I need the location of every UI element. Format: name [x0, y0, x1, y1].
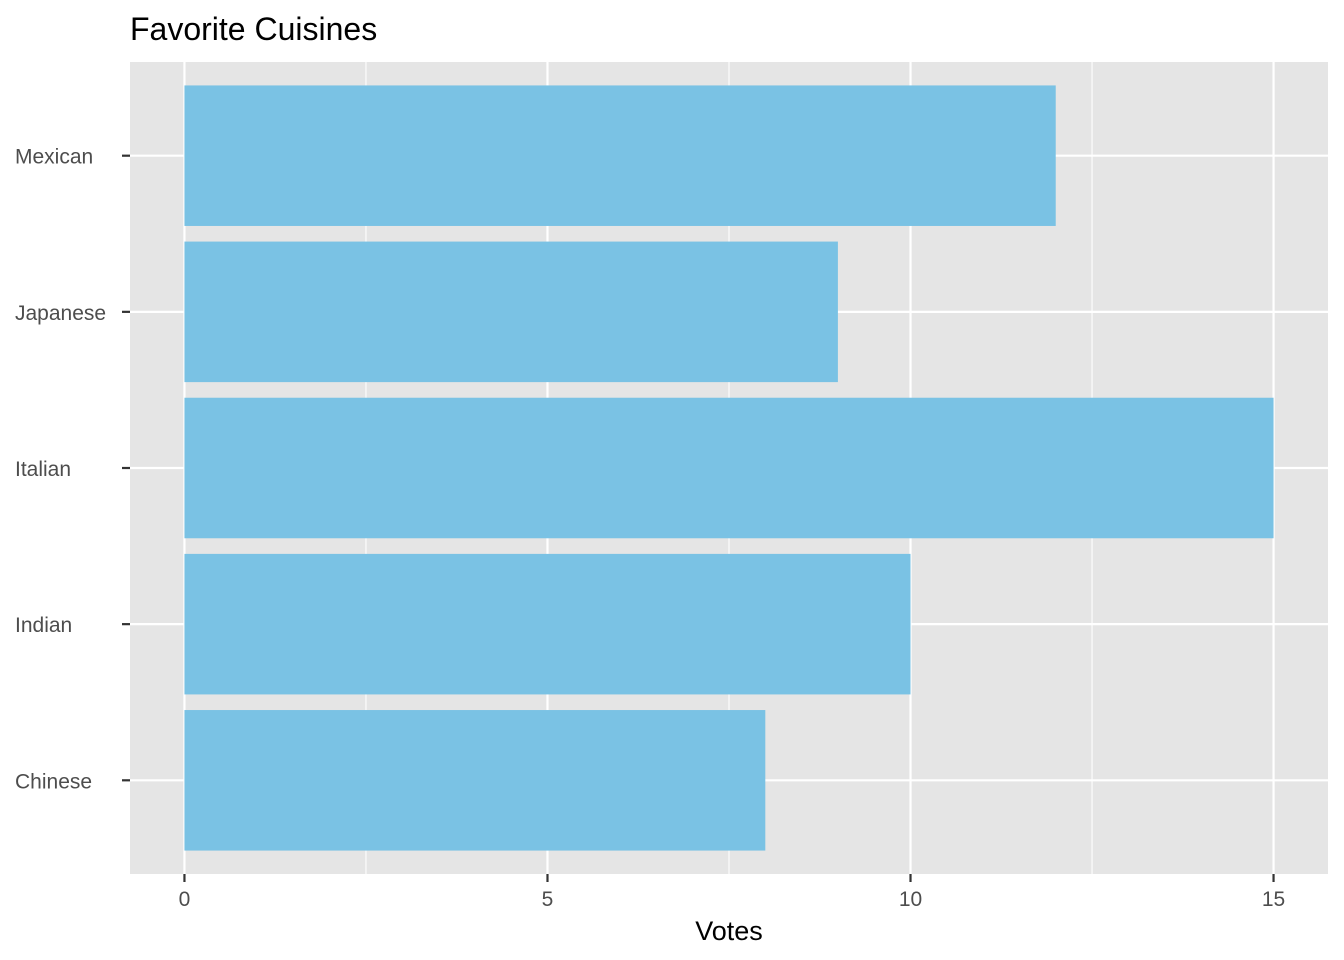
- y-tick-label-japanese: Japanese: [15, 302, 106, 325]
- bar-japanese: [184, 241, 838, 383]
- bar-indian: [184, 553, 911, 695]
- x-tick-label: 0: [179, 888, 191, 911]
- y-tick-label-italian: Italian: [15, 458, 71, 481]
- y-tick-label-chinese: Chinese: [15, 770, 92, 793]
- x-axis-title: Votes: [695, 916, 763, 946]
- y-tick-label-mexican: Mexican: [15, 146, 93, 169]
- bar-chinese: [184, 710, 766, 851]
- x-tick-label: 10: [899, 888, 922, 911]
- bar-mexican: [184, 85, 1056, 226]
- y-tick-label-indian: Indian: [15, 614, 72, 637]
- x-tick-label: 5: [542, 888, 554, 911]
- bar-italian: [184, 397, 1274, 539]
- plot-area: Chinese Indian Italian Japanese Mexican 0 5 10 1…: [15, 62, 1328, 911]
- chart-title: Favorite Cuisines: [130, 11, 377, 47]
- x-tick-label: 15: [1262, 888, 1285, 911]
